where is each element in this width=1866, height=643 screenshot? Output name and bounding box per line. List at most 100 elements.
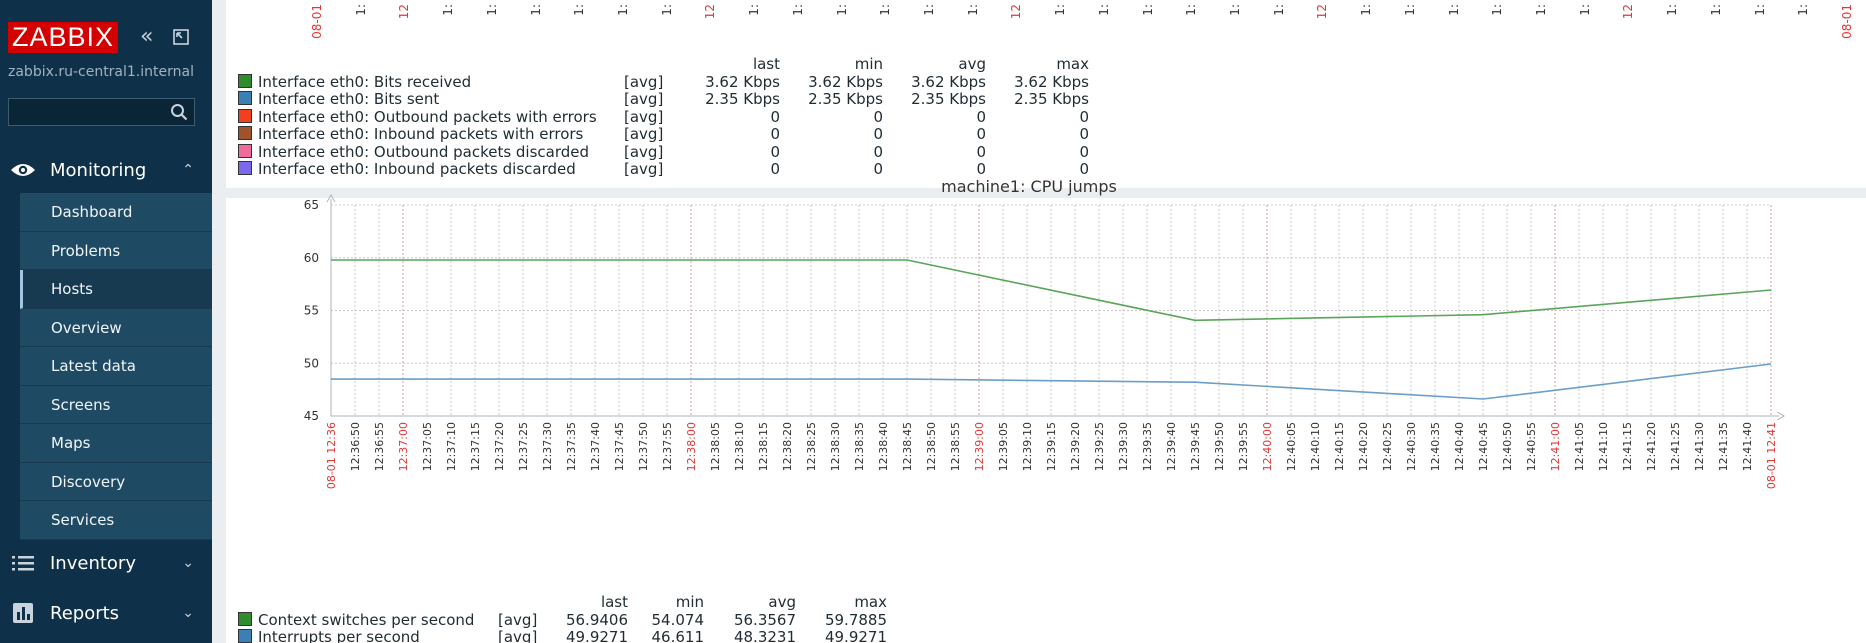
legend-item-name: Interface eth0: Bits sent [258, 90, 440, 108]
legend-last: 0 [770, 125, 780, 143]
search-input[interactable] [8, 98, 195, 126]
x-tick-label: 12:40:05 [1285, 422, 1298, 471]
x-tick-label: 12:37:15 [469, 422, 482, 471]
top-graph-time-tick: 12 [397, 4, 412, 20]
top-graph-time-tick: 1: [834, 4, 849, 16]
x-tick-label: 12:39:10 [1021, 422, 1034, 471]
cpu-jumps-chart: machine1: CPU jumps 08-01 12:36 12:36:50 12… [304, 177, 1786, 489]
y-axis-arrow [326, 193, 336, 203]
legend-item-name: Interrupts per second [258, 628, 420, 643]
x-tick-label: 12:40:00 [1261, 422, 1274, 471]
legend-last: 0 [770, 107, 780, 126]
legend-item-name: Context switches per second [258, 610, 475, 629]
top-graph-time-tick: 12 [1009, 4, 1024, 20]
legend-swatch [238, 161, 252, 175]
x-tick-label: 12:38:05 [709, 422, 722, 471]
x-tick-label: 12:36:50 [349, 422, 362, 471]
zabbix-logo[interactable]: ZABBIX [8, 22, 119, 53]
legend-item: Context switches per second [238, 610, 498, 630]
x-tick-label: 12:37:45 [613, 422, 626, 471]
top-graph-time-tick: 1: [1665, 4, 1680, 16]
top-graph-time-tick: 1: [1708, 4, 1723, 16]
nav-maps[interactable]: Maps [20, 424, 212, 463]
top-graph-time-tick: 1: [1228, 4, 1242, 16]
x-tick-label: 12:40:20 [1357, 422, 1370, 471]
legend-avg: 0 [976, 160, 986, 178]
menu-reports[interactable]: Reports ⌄ [0, 588, 212, 638]
x-tick-label: 12:37:50 [637, 422, 650, 471]
legend-max: 0 [1079, 142, 1089, 161]
top-graph-time-tick: 1: [790, 4, 805, 16]
x-tick-label: 12:40:50 [1501, 422, 1514, 471]
x-tick-label: 12:37:35 [565, 422, 578, 471]
menu-monitoring-label: Monitoring [50, 159, 147, 181]
search-icon[interactable] [170, 103, 188, 121]
fullscreen-icon[interactable] [172, 28, 190, 51]
x-tick-label: 12:40:45 [1477, 422, 1490, 471]
x-tick-label: 12:41:05 [1573, 422, 1586, 471]
x-tick-label: 12:38:25 [805, 422, 818, 471]
x-tick-label: 12:38:15 [757, 422, 770, 471]
nav-latest-data[interactable]: Latest data [20, 347, 212, 386]
top-graph-time-tick: 1: [1096, 4, 1111, 16]
x-tick-label: 12:41:30 [1693, 422, 1706, 471]
nav-dashboard[interactable]: Dashboard [20, 193, 212, 232]
legend-avg: 0 [976, 142, 986, 161]
x-tick-label: 12:39:20 [1069, 422, 1082, 471]
x-tick-label: 12:37:40 [589, 422, 602, 471]
top-graph-time-tick: 1: [1534, 4, 1548, 16]
legend-avg: 3.62 Kbps [911, 72, 986, 91]
y-tick-label: 55 [304, 304, 319, 318]
nav-screens[interactable]: Screens [20, 385, 212, 424]
legend-max: 49.9271 [824, 628, 887, 643]
menu-inventory[interactable]: Inventory ⌄ [0, 538, 212, 588]
top-graph-time-tick: 1: [1796, 4, 1811, 16]
nav-services[interactable]: Services [20, 501, 212, 540]
x-tick-label: 12:39:45 [1189, 422, 1202, 471]
top-graph-time-tick: 1: [353, 4, 368, 16]
x-tick-label: 12:38:45 [901, 422, 914, 471]
x-tick-label: 08-01 12:36 [325, 422, 338, 489]
chevron-down-icon: ⌄ [182, 555, 194, 571]
legend-item-name: Interface eth0: Outbound packets with er… [258, 107, 597, 126]
chevron-up-icon: ⌃ [182, 162, 194, 178]
legend-max: 0 [1079, 125, 1089, 143]
x-tick-label: 12:37:10 [445, 422, 458, 471]
x-tick-label: 12:38:55 [949, 422, 962, 471]
legend-min: 0 [873, 142, 883, 161]
x-tick-label: 12:40:55 [1525, 422, 1538, 471]
x-tick-label: 12:41:40 [1741, 422, 1754, 471]
top-graph-time-tick: 1: [1490, 4, 1505, 16]
bar-chart-icon [10, 603, 36, 623]
nav-problems[interactable]: Problems [20, 231, 212, 270]
legend-item-name: Interface eth0: Inbound packets with err… [258, 125, 584, 143]
nav-overview[interactable]: Overview [20, 308, 212, 347]
x-tick-label: 12:40:40 [1453, 422, 1466, 471]
double-chevron-left-icon[interactable]: « [140, 24, 154, 49]
legend-func: [avg] [624, 142, 664, 161]
x-tick-label: 12:37:30 [541, 422, 554, 471]
legend-max: 3.62 Kbps [1014, 72, 1089, 91]
legend-header-min: min [854, 55, 883, 73]
legend-row: Interface eth0: Inbound packets discarde… [238, 160, 1089, 179]
legend-last: 0 [770, 160, 780, 178]
x-tick-label: 12:36:55 [373, 422, 386, 471]
legend-row: Interface eth0: Outbound packets with er… [238, 107, 1089, 127]
legend-avg: 0 [976, 125, 986, 143]
top-graph-time-tick: 1: [1577, 4, 1592, 16]
top-graph-time-tick: 08-01 [1840, 4, 1854, 39]
top-graph-time-tick: 1: [1446, 4, 1461, 16]
nav-discovery[interactable]: Discovery [20, 462, 212, 501]
x-tick-label: 12:40:30 [1405, 422, 1418, 471]
top-graph-legend: last min avg max Interface eth0: Bits re… [238, 55, 1089, 179]
legend-last: 0 [770, 142, 780, 161]
eye-icon [10, 162, 36, 178]
legend-max: 0 [1079, 160, 1089, 178]
legend-header-max: max [1056, 55, 1089, 73]
chevron-down-icon: ⌄ [182, 605, 194, 621]
menu-monitoring[interactable]: Monitoring ⌃ [0, 145, 212, 195]
legend-header-min: min [675, 593, 704, 611]
graph-content: 08-01 1: 12 1: 1: 1: 1: 1: 1: 12 1: 1: 1: 1: 1: 1: 12 1: 1… [226, 0, 1866, 643]
nav-hosts[interactable]: Hosts [20, 270, 212, 309]
legend-last: 56.9406 [565, 610, 628, 629]
